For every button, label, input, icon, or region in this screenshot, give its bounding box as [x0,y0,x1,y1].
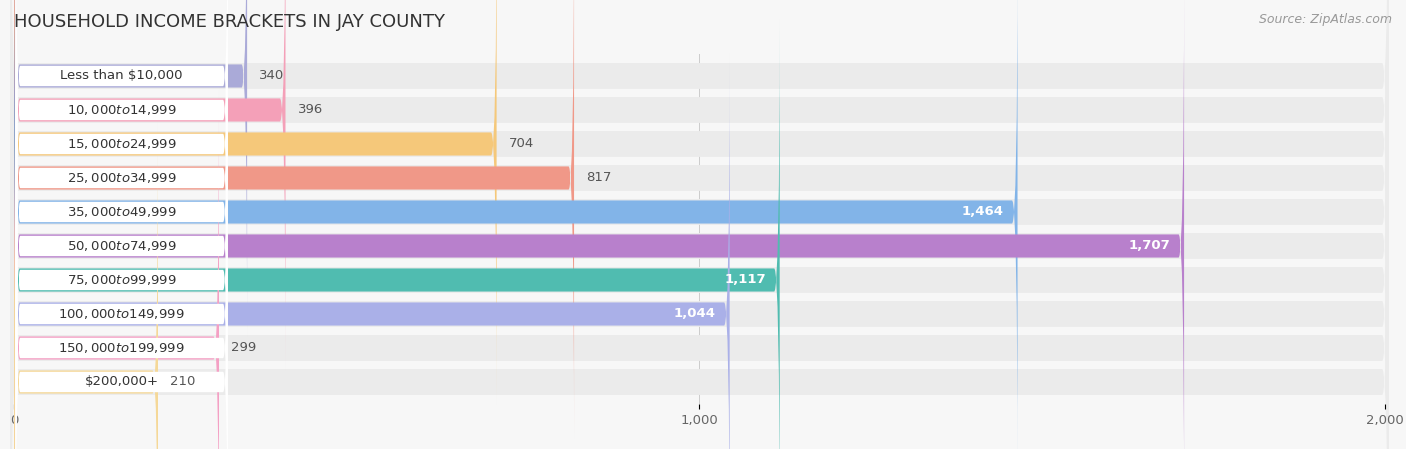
FancyBboxPatch shape [15,0,228,304]
Text: $10,000 to $14,999: $10,000 to $14,999 [67,103,177,117]
Text: 704: 704 [509,137,534,150]
FancyBboxPatch shape [11,21,1388,449]
FancyBboxPatch shape [15,18,228,449]
Text: $200,000+: $200,000+ [84,375,159,388]
Text: 1,707: 1,707 [1129,239,1170,252]
Text: $75,000 to $99,999: $75,000 to $99,999 [67,273,177,287]
FancyBboxPatch shape [14,0,1018,449]
FancyBboxPatch shape [11,0,1388,449]
Text: $25,000 to $34,999: $25,000 to $34,999 [67,171,177,185]
Text: Source: ZipAtlas.com: Source: ZipAtlas.com [1258,13,1392,26]
FancyBboxPatch shape [15,154,228,449]
Text: 1,464: 1,464 [962,206,1004,219]
Text: 340: 340 [260,70,284,83]
Text: 817: 817 [586,172,612,185]
FancyBboxPatch shape [14,0,1184,449]
Text: Less than $10,000: Less than $10,000 [60,70,183,83]
Text: $100,000 to $149,999: $100,000 to $149,999 [59,307,186,321]
FancyBboxPatch shape [14,0,496,405]
FancyBboxPatch shape [14,0,285,370]
FancyBboxPatch shape [11,0,1388,449]
FancyBboxPatch shape [14,53,730,449]
FancyBboxPatch shape [11,0,1388,369]
Text: HOUSEHOLD INCOME BRACKETS IN JAY COUNTY: HOUSEHOLD INCOME BRACKETS IN JAY COUNTY [14,13,446,31]
Text: 1,044: 1,044 [673,308,716,321]
FancyBboxPatch shape [11,0,1388,403]
FancyBboxPatch shape [11,89,1388,449]
Text: $35,000 to $49,999: $35,000 to $49,999 [67,205,177,219]
Text: 210: 210 [170,375,195,388]
Text: 1,117: 1,117 [724,273,766,286]
Text: 396: 396 [298,103,323,116]
Text: 299: 299 [232,342,256,355]
FancyBboxPatch shape [11,55,1388,449]
FancyBboxPatch shape [14,20,780,449]
FancyBboxPatch shape [11,0,1388,449]
FancyBboxPatch shape [15,86,228,449]
FancyBboxPatch shape [14,0,574,438]
FancyBboxPatch shape [14,122,157,449]
FancyBboxPatch shape [15,0,228,440]
Text: $150,000 to $199,999: $150,000 to $199,999 [59,341,186,355]
FancyBboxPatch shape [15,0,228,406]
FancyBboxPatch shape [14,88,219,449]
Text: $50,000 to $74,999: $50,000 to $74,999 [67,239,177,253]
FancyBboxPatch shape [15,52,228,449]
FancyBboxPatch shape [11,0,1388,437]
FancyBboxPatch shape [14,0,247,336]
Text: $15,000 to $24,999: $15,000 to $24,999 [67,137,177,151]
FancyBboxPatch shape [15,120,228,449]
FancyBboxPatch shape [15,0,228,372]
FancyBboxPatch shape [11,0,1388,449]
FancyBboxPatch shape [15,0,228,338]
